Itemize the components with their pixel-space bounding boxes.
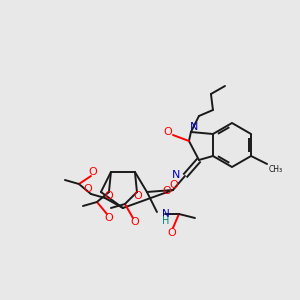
Text: N: N — [162, 209, 170, 219]
Text: O: O — [105, 191, 113, 201]
Text: O: O — [84, 184, 92, 194]
Text: O: O — [164, 127, 172, 137]
Text: O: O — [168, 228, 176, 238]
Text: H: H — [162, 216, 169, 226]
Text: N: N — [190, 122, 198, 132]
Text: N: N — [172, 170, 180, 180]
Text: O: O — [130, 217, 139, 227]
Text: O: O — [169, 180, 178, 190]
Text: O: O — [105, 213, 113, 223]
Text: O: O — [134, 191, 142, 201]
Text: O: O — [162, 186, 171, 196]
Text: CH₃: CH₃ — [269, 165, 283, 174]
Text: O: O — [88, 167, 97, 177]
